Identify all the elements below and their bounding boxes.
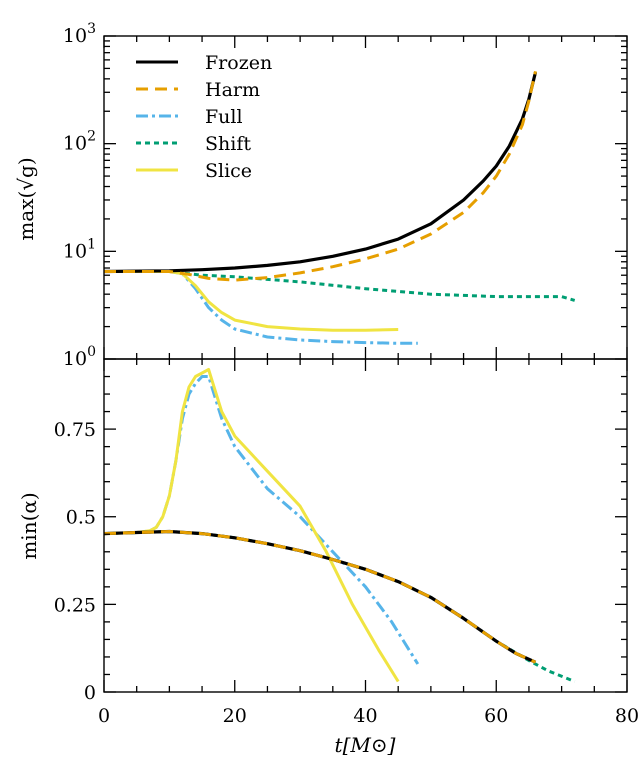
tick-exponent: 0 — [87, 344, 96, 360]
x-tick-labels: 0 20 40 60 80 — [98, 705, 639, 727]
tick-base: 10 — [63, 25, 87, 47]
top-y-tick-label: 101 — [63, 236, 96, 262]
top-y-tick-label: 100 — [63, 344, 96, 370]
bottom-series-slice — [103, 368, 400, 683]
legend: Frozen Harm Full Shift Slice — [136, 52, 272, 182]
bottom-y-tick-label: 0.75 — [54, 419, 96, 441]
legend-label-harm: Harm — [205, 79, 260, 101]
legend-label-shift: Shift — [205, 133, 251, 155]
tick-base: 10 — [63, 348, 87, 370]
x-tick-label: 60 — [484, 705, 508, 727]
tick-base: 10 — [63, 133, 87, 155]
top-series-full — [104, 270, 418, 345]
top-series-shift — [104, 270, 576, 302]
legend-label-frozen: Frozen — [205, 52, 272, 74]
bottom-series-harm — [103, 530, 537, 664]
tick-exponent: 2 — [87, 129, 96, 145]
top-y-tick-label: 102 — [63, 129, 96, 155]
bottom-y-tick-label: 0.25 — [54, 594, 96, 616]
top-y-axis-title: max(√g) — [14, 157, 38, 240]
tick-exponent: 1 — [87, 236, 96, 252]
bottom-series-frozen — [103, 529, 537, 664]
legend-label-full: Full — [205, 106, 243, 128]
legend-label-slice: Slice — [205, 160, 252, 182]
x-tick-label: 20 — [223, 705, 247, 727]
top-curves — [103, 70, 576, 345]
x-tick-label: 80 — [615, 705, 639, 727]
bottom-y-tick-labels: 0 0.25 0.5 0.75 — [54, 419, 96, 704]
top-plot-frame — [103, 35, 628, 360]
tick-exponent: 3 — [87, 21, 96, 37]
top-series-frozen — [103, 71, 538, 274]
bottom-plot-frame — [103, 358, 628, 693]
bottom-panel: 0 0.25 0.5 0.75 0 20 40 60 80 min(α) t[M⊙] — [17, 358, 639, 757]
top-series-slice — [104, 270, 399, 332]
top-y-tick-label: 103 — [63, 21, 96, 47]
x-axis-title: t[M⊙] — [335, 733, 396, 757]
bottom-series-full — [103, 375, 420, 665]
tick-base: 10 — [63, 240, 87, 262]
bottom-curves — [103, 368, 576, 683]
x-tick-label: 0 — [98, 705, 110, 727]
bottom-y-axis-title: min(α) — [17, 492, 41, 559]
top-ticks — [103, 35, 628, 360]
top-series-harm — [104, 70, 537, 282]
x-tick-label: 40 — [353, 705, 377, 727]
bottom-y-tick-label: 0.5 — [66, 507, 96, 529]
bottom-y-tick-label: 0 — [84, 682, 96, 704]
bottom-series-shift — [103, 530, 576, 683]
